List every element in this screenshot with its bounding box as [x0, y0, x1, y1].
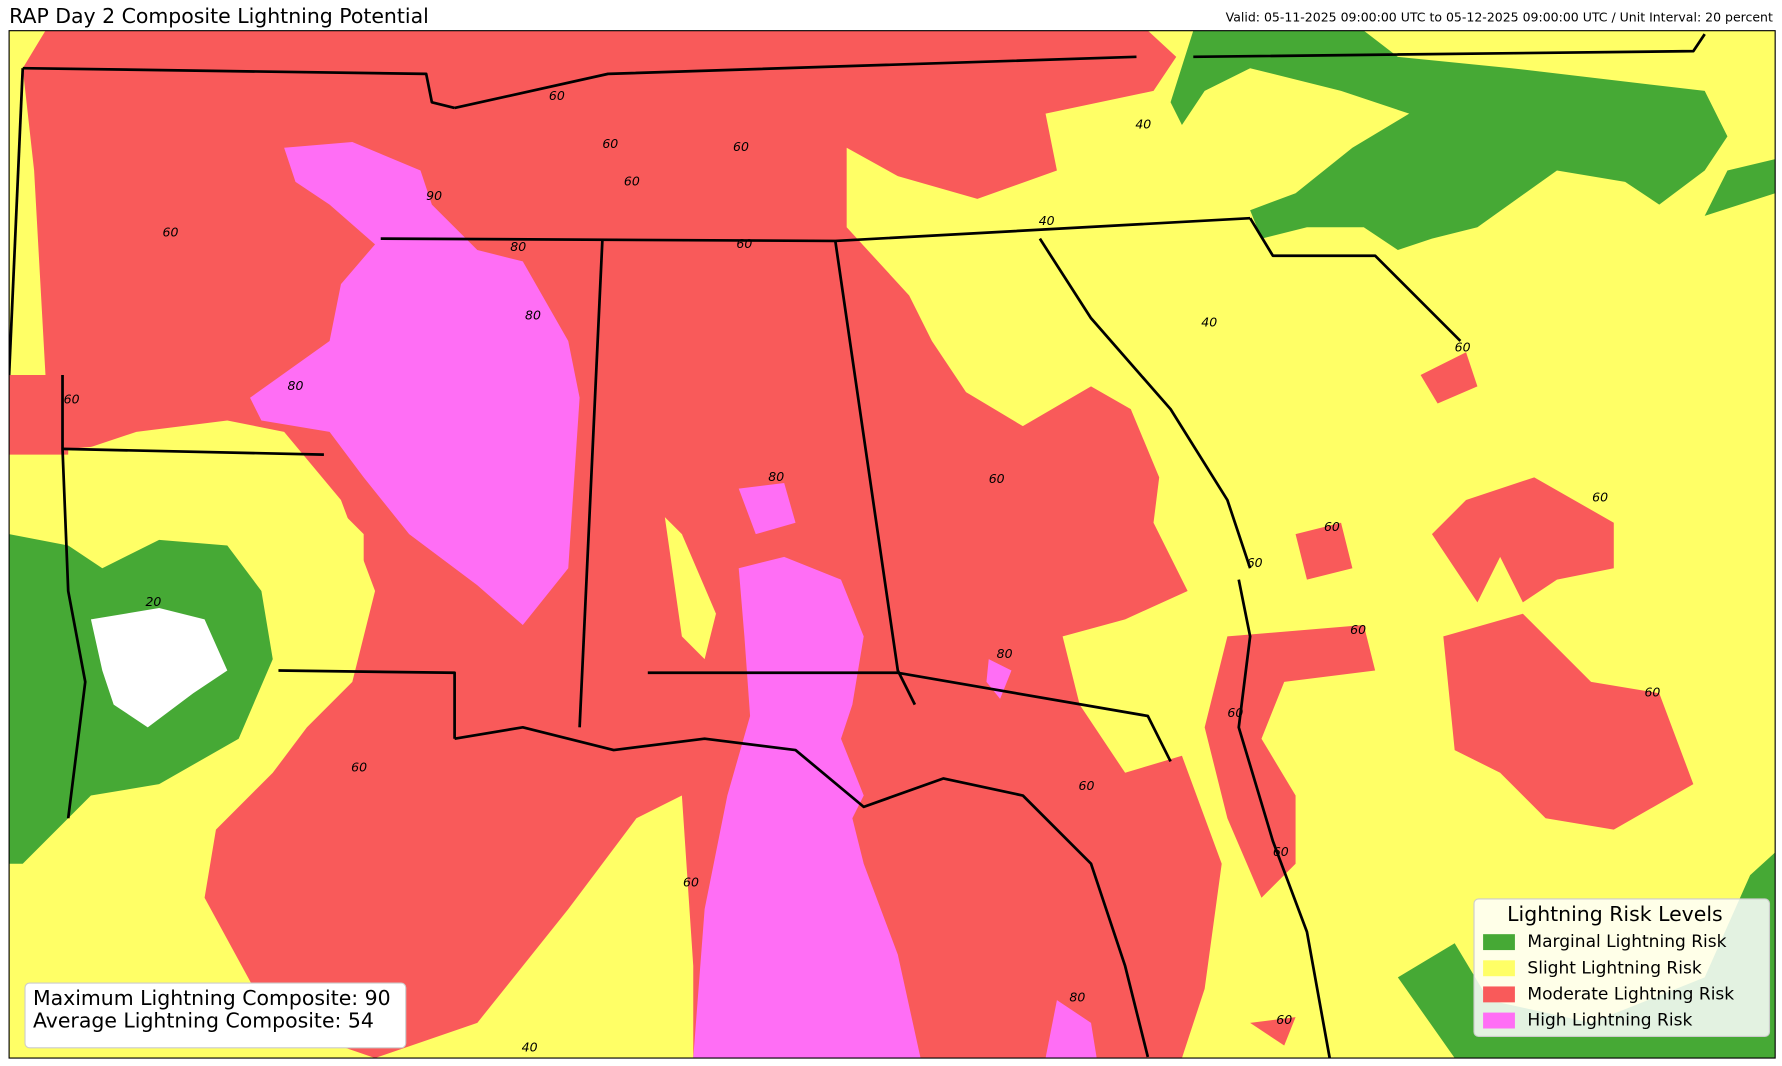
contour-label: 40	[522, 1039, 538, 1054]
contour-label: 80	[525, 307, 541, 322]
contour-label: 60	[64, 392, 80, 407]
state-borders	[9, 33, 1706, 1059]
contour-label: 40	[1039, 213, 1055, 228]
legend-swatch	[1483, 1012, 1515, 1029]
legend-label: High Lightning Risk	[1527, 1011, 1692, 1031]
contour-label: 60	[1324, 519, 1340, 534]
title: RAP Day 2 Composite Lightning Potential	[9, 4, 429, 28]
high-area	[250, 142, 580, 626]
contour-label: 60	[733, 139, 749, 154]
contour-label: 60	[1079, 778, 1095, 793]
moderate-area	[1431, 477, 1614, 603]
contour-label: 60	[989, 471, 1005, 486]
legend-swatch	[1483, 986, 1515, 1003]
contour-label: 20	[145, 594, 161, 609]
stats-max: Maximum Lightning Composite: 90	[33, 986, 391, 1010]
slight-area	[664, 517, 716, 660]
legend-label: Moderate Lightning Risk	[1527, 984, 1734, 1004]
legend: Lightning Risk Levels Marginal Lightning…	[1473, 898, 1771, 1038]
contour-label: 80	[1069, 989, 1085, 1004]
contour-label: 60	[1273, 844, 1289, 859]
contour-label: 60	[1350, 622, 1366, 637]
contour-label: 60	[683, 875, 699, 890]
contour-label: 60	[549, 88, 565, 103]
stats-box: Maximum Lightning Composite: 90 Average …	[24, 982, 407, 1049]
contour-label: 60	[163, 224, 179, 239]
moderate-area	[1443, 613, 1694, 830]
moderate-area	[1204, 625, 1376, 898]
valid-time: Valid: 05-11-2025 09:00:00 UTC to 05-12-…	[1226, 10, 1773, 25]
high-area	[738, 482, 796, 535]
legend-swatch	[1483, 934, 1515, 951]
contour-label: 60	[1227, 705, 1243, 720]
stats-panel	[24, 982, 407, 1049]
contour-label: 60	[1455, 339, 1471, 354]
contour-label: 60	[351, 760, 367, 775]
marginal-area	[1170, 30, 1728, 251]
contour-label: 80	[768, 469, 784, 484]
contour-labels: 60 60 60 60 60 90 80 80 60 40 40 40 60 80 60 80 60 60 60 60…	[64, 88, 1661, 1054]
contour-label: 80	[510, 239, 526, 254]
contour-label: 60	[1247, 555, 1263, 570]
legend-panel	[1473, 898, 1771, 1038]
high-area	[693, 556, 921, 1059]
map-area	[8, 30, 1776, 1059]
legend-label: Slight Lightning Risk	[1527, 958, 1701, 978]
contour-label: 40	[1201, 314, 1217, 329]
contour-label: 40	[1135, 117, 1151, 132]
moderate-area	[1420, 352, 1478, 404]
moderate-area	[1250, 1017, 1296, 1046]
moderate-area	[9, 30, 1222, 1059]
contour-label: 60	[1644, 685, 1660, 700]
legend-label: Marginal Lightning Risk	[1527, 932, 1726, 952]
stats-avg: Average Lightning Composite: 54	[33, 1009, 374, 1033]
contour-label: 90	[426, 188, 442, 203]
no-risk-area	[90, 608, 228, 728]
contour-label: 80	[288, 378, 304, 393]
map-frame	[8, 30, 1776, 1059]
contour-label: 60	[602, 136, 618, 151]
contour-label: 60	[1592, 489, 1608, 504]
contour-label: 80	[997, 646, 1013, 661]
legend-title: Lightning Risk Levels	[1507, 902, 1723, 926]
moderate-area	[1295, 522, 1353, 580]
contour-label: 60	[1276, 1012, 1292, 1027]
high-area	[1045, 1000, 1097, 1059]
contour-label: 60	[624, 173, 640, 188]
legend-swatch	[1483, 960, 1515, 977]
contour-label: 60	[736, 236, 752, 251]
marginal-area	[1704, 159, 1776, 216]
